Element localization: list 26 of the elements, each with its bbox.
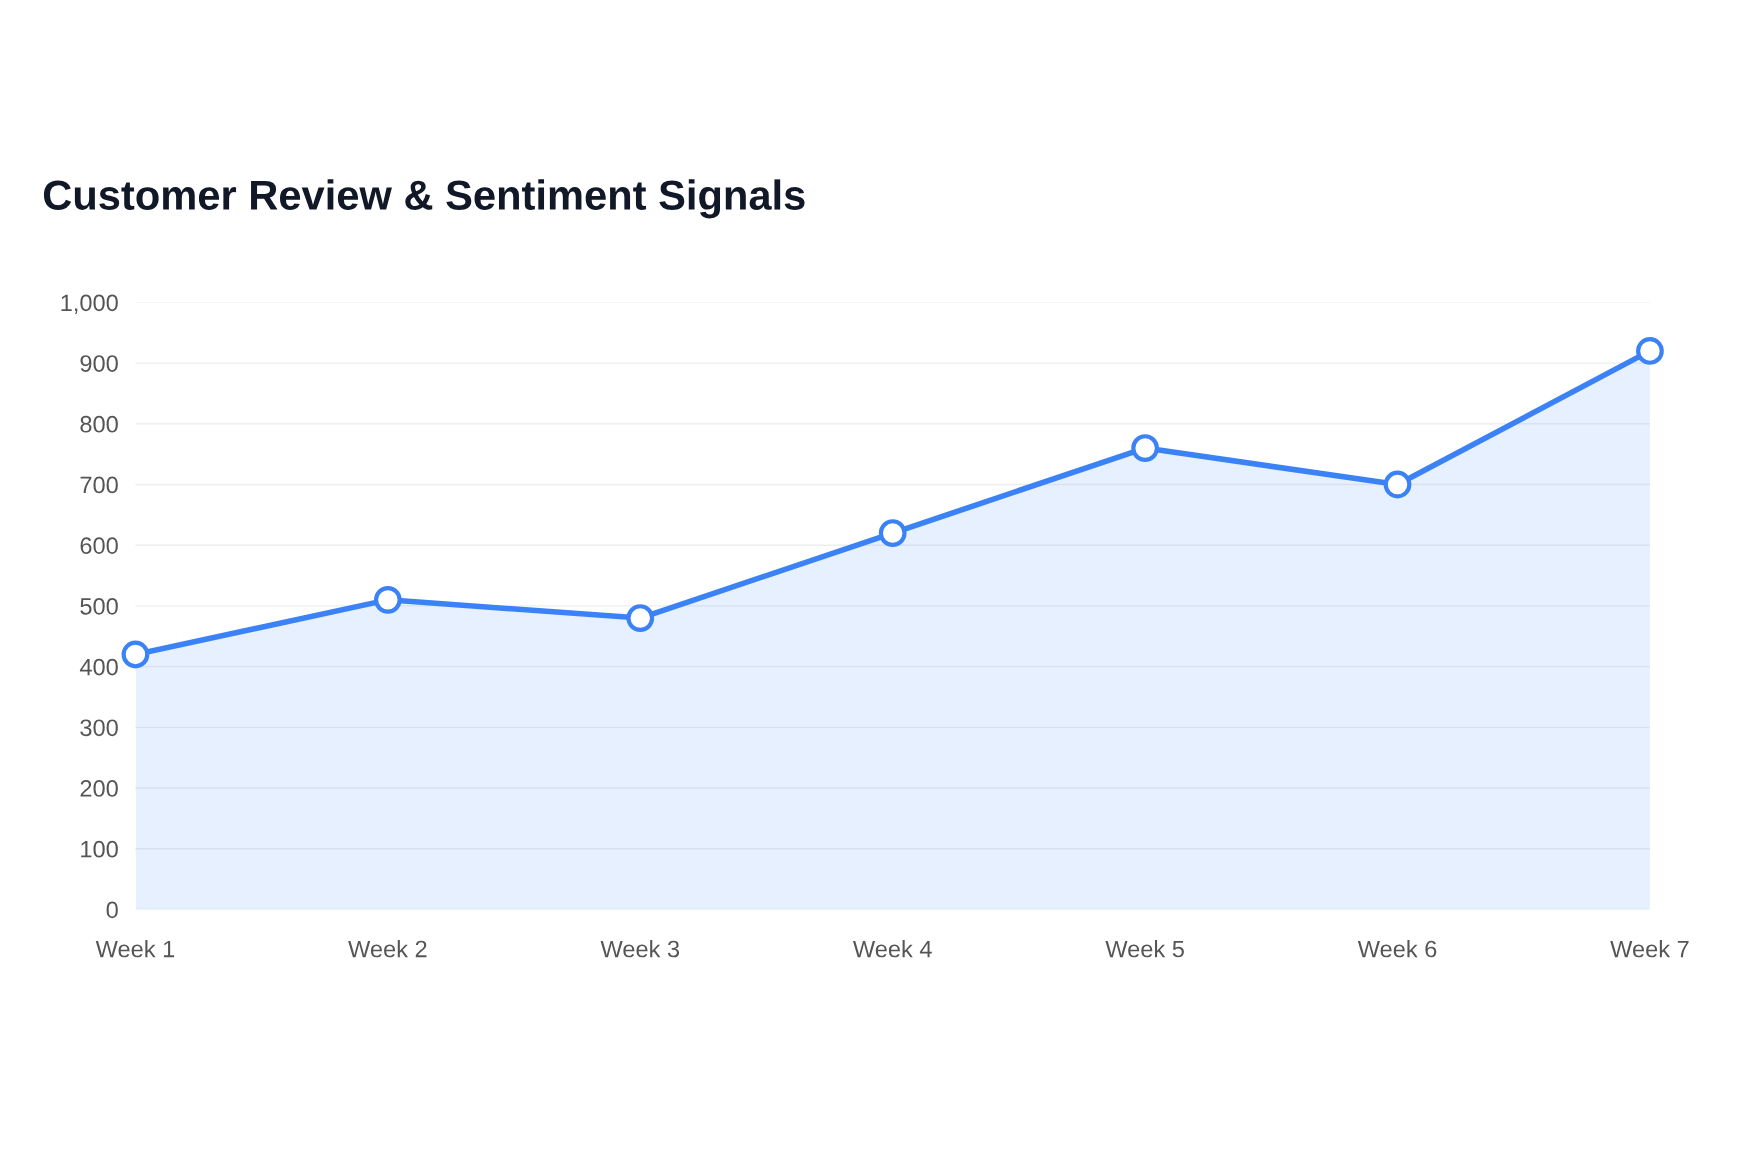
point — [121, 640, 150, 669]
y-tick-label: 100 — [81, 840, 118, 858]
x-tick-label: Week 7 — [1610, 940, 1689, 958]
y-tick-label: 300 — [80, 719, 118, 737]
point — [373, 585, 402, 614]
y-tick-label: 800 — [80, 415, 118, 433]
y-tick-label: 200 — [80, 780, 118, 797]
x-tick-label: Week 6 — [1357, 940, 1437, 958]
y-tick-label: 1,000 — [61, 294, 118, 314]
y-tick-label: 0 — [106, 901, 118, 919]
x-tick-label: Week 2 — [348, 940, 427, 958]
y-tick-label: 600 — [80, 537, 118, 554]
y-tick-label: 700 — [80, 476, 118, 494]
point — [1131, 434, 1159, 462]
x-tick-label: Week 1 — [95, 940, 175, 958]
y-tick-label: 900 — [80, 355, 118, 372]
point — [626, 604, 655, 632]
point — [878, 519, 907, 547]
point — [1636, 337, 1664, 365]
chart-title: Customer Review & Sentiment Signals — [43, 179, 805, 219]
point — [1383, 470, 1412, 499]
x-tick-label: Week 3 — [600, 940, 680, 958]
y-tick-label: 500 — [80, 597, 118, 615]
x-tick-label: Week 5 — [1105, 940, 1184, 958]
x-tick-label: Week 4 — [852, 940, 932, 958]
y-tick-label: 400 — [79, 658, 118, 676]
